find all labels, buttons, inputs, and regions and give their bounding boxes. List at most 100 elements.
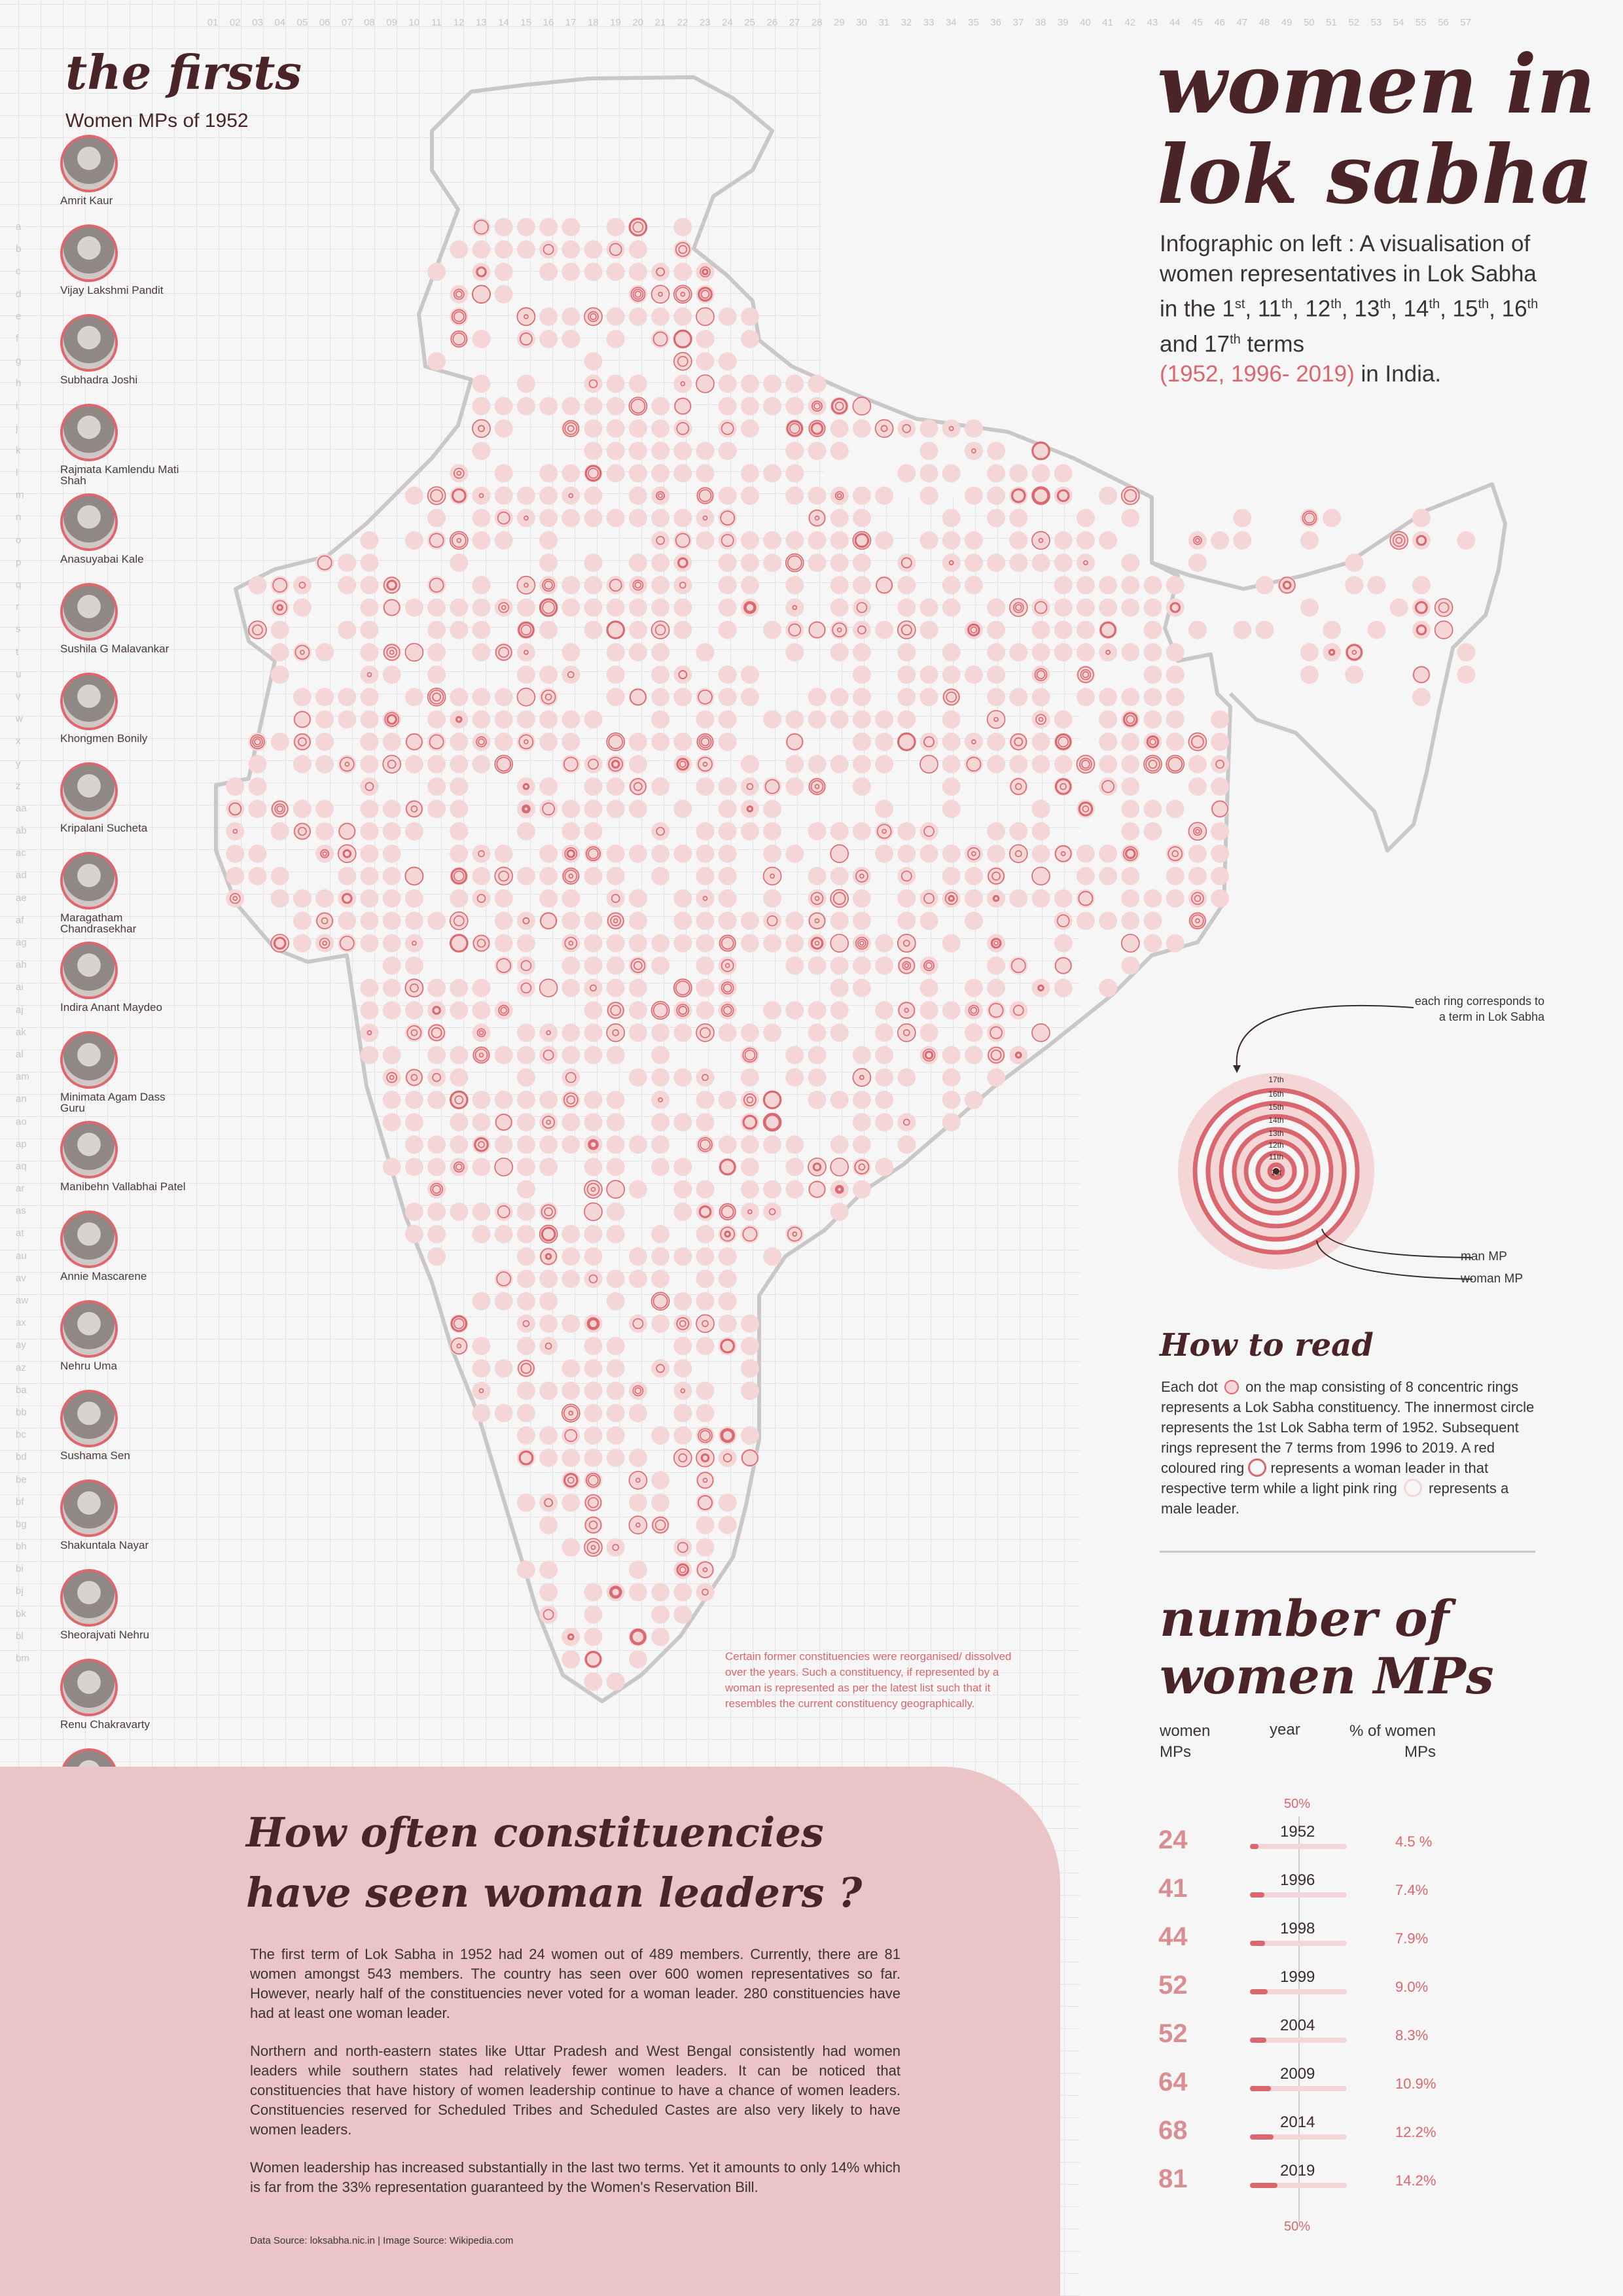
constituency-dot [808, 374, 827, 393]
constituency-dot [897, 1068, 916, 1087]
constituency-dot [785, 486, 804, 505]
constituency-dot [696, 330, 715, 349]
constituency-dot [942, 643, 961, 662]
constituency-dot [382, 576, 401, 595]
year: 1999 [1280, 1968, 1315, 1986]
constituency-dot [360, 531, 379, 550]
constituency-dot [360, 889, 379, 908]
constituency-dot [762, 1090, 782, 1110]
constituency-dot [427, 732, 446, 751]
constituency-dot [606, 1381, 625, 1400]
constituency-dot [628, 508, 647, 527]
constituency-dot [1009, 732, 1028, 751]
row-letter: at [16, 1227, 24, 1239]
constituency-dot [1211, 822, 1230, 841]
constituency-dot [584, 866, 603, 885]
constituency-dot [897, 1001, 916, 1020]
woman-arrow [1316, 1240, 1473, 1280]
column-number: 40 [1080, 17, 1091, 28]
constituency-dot [516, 710, 535, 729]
constituency-dot [315, 844, 334, 863]
constituency-dot [628, 754, 647, 773]
constituency-dot [1345, 665, 1364, 684]
constituency-dot [584, 1471, 603, 1490]
column-number: 05 [296, 17, 308, 28]
row-letter: i [16, 400, 18, 412]
constituency-dot [539, 486, 558, 505]
constituency-dot [1054, 732, 1073, 751]
column-number: 22 [677, 17, 688, 28]
constituency-dot [673, 329, 692, 349]
constituency-dot [382, 978, 401, 997]
constituency-dot [897, 688, 916, 707]
constituency-dot [1300, 598, 1319, 617]
constituency-dot [919, 620, 938, 639]
article-p3: Women leadership has increased substanti… [250, 2159, 901, 2195]
constituency-dot [516, 374, 535, 393]
constituency-dot [562, 1381, 580, 1400]
constituency-dot [516, 1046, 535, 1065]
row-letter: am [16, 1071, 29, 1083]
constituency-dot [651, 1090, 670, 1109]
constituency-dot [472, 1225, 491, 1244]
row-letter: ax [16, 1317, 26, 1329]
constituency-dot [293, 576, 312, 595]
constituency-dot [584, 1180, 603, 1199]
constituency-dot [226, 777, 245, 796]
constituency-dot [740, 1381, 759, 1400]
constituency-dot [494, 598, 513, 617]
constituency-dot [628, 1180, 647, 1199]
constituency-dot [919, 1001, 938, 1020]
constituency-dot [673, 351, 692, 371]
constituency-dot [427, 777, 446, 796]
women-count: 52 [1158, 1971, 1188, 2000]
constituency-dot [673, 218, 692, 237]
constituency-dot [987, 1046, 1006, 1065]
constituency-dot [628, 464, 647, 483]
row-letter: bg [16, 1518, 27, 1530]
constituency-dot [1166, 732, 1185, 751]
constituency-dot [1009, 598, 1028, 617]
constituency-dot [830, 1135, 849, 1154]
constituency-dot [987, 464, 1006, 483]
constituency-dot [651, 822, 670, 841]
constituency-dot [942, 464, 961, 483]
constituency-dot [942, 419, 961, 438]
mp-photo [60, 1479, 118, 1537]
constituency-dot [696, 1493, 715, 1512]
constituency-dot [696, 1314, 715, 1333]
row-letter: bi [16, 1563, 24, 1575]
constituency-dot [1009, 486, 1028, 505]
northeast-outline [1151, 482, 1507, 853]
constituency-dot [1099, 598, 1118, 617]
constituency-dot [494, 911, 513, 930]
constituency-dot [562, 1090, 580, 1109]
column-number: 43 [1147, 17, 1158, 28]
constituency-dot [1031, 710, 1050, 729]
mp-name: Nehru Uma [60, 1360, 117, 1372]
constituency-dot [875, 844, 894, 863]
constituency-dot [1143, 911, 1162, 930]
constituency-dot [696, 1068, 715, 1087]
constituency-dot [584, 777, 603, 796]
constituency-dot [1188, 620, 1207, 639]
constituency-dot [1121, 688, 1140, 707]
constituency-dot [852, 643, 871, 662]
constituency-dot [919, 956, 938, 975]
constituency-dot [942, 754, 961, 773]
constituency-dot [696, 934, 715, 953]
constituency-dot [830, 754, 849, 773]
constituency-dot [964, 554, 983, 573]
constituency-dot [785, 934, 804, 953]
row-letter: x [16, 735, 21, 747]
constituency-dot [516, 1225, 535, 1244]
row-letter: e [16, 310, 22, 322]
constituency-dot [472, 531, 491, 550]
row-letter: be [16, 1474, 27, 1485]
constituency-dot [472, 598, 491, 617]
constituency-dot [427, 531, 446, 550]
constituency-dot [472, 397, 491, 415]
constituency-dot [628, 1583, 647, 1602]
row-letter: ab [16, 825, 27, 837]
pct-bar-track [1250, 1844, 1347, 1849]
